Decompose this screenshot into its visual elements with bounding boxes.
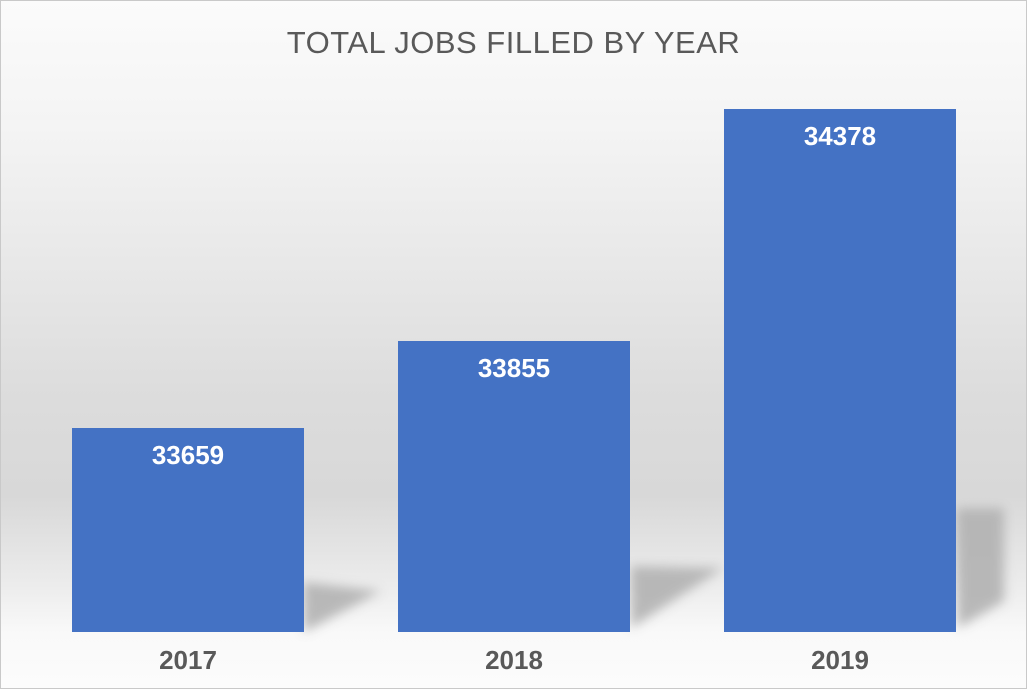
bar-2018-shadow xyxy=(631,566,723,628)
bar-2017[interactable]: 33659 xyxy=(72,428,304,632)
chart-title: TOTAL JOBS FILLED BY YEAR xyxy=(286,25,741,60)
bar-2019-shadow xyxy=(956,508,1004,628)
x-axis-label-2019: 2019 xyxy=(811,645,869,675)
x-axis-label-2017: 2017 xyxy=(159,645,217,675)
bar-2019[interactable]: 34378 xyxy=(724,109,956,632)
bar-2017-shadow xyxy=(303,582,381,632)
x-axis-label-2018: 2018 xyxy=(485,645,543,675)
bar-2017-data-label: 33659 xyxy=(151,440,225,470)
bar-2018[interactable]: 33855 xyxy=(398,341,630,632)
bar-2018-data-label: 33855 xyxy=(477,353,551,383)
bar-2019-data-label: 34378 xyxy=(803,121,877,151)
